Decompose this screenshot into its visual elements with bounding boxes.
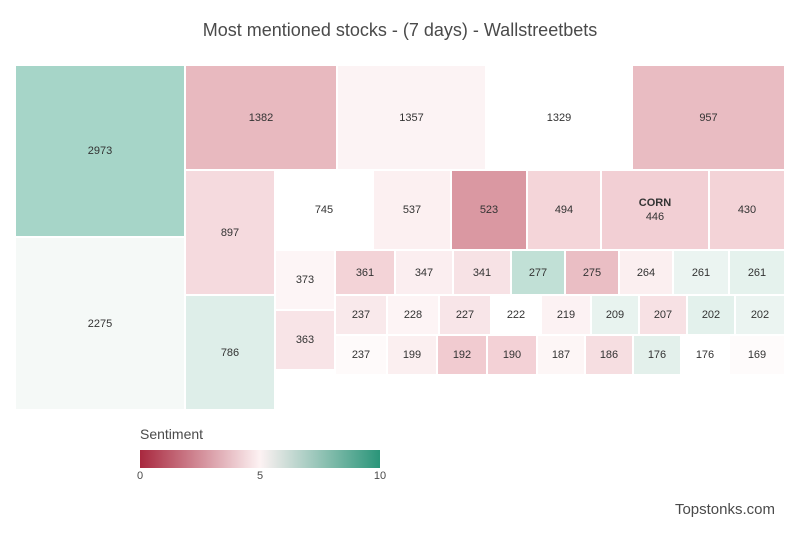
treemap-cell: 209 (591, 295, 639, 335)
cell-value: 261 (692, 267, 710, 279)
treemap-cell: 430 (709, 170, 785, 250)
treemap-cell: 192 (437, 335, 487, 375)
treemap-cell: 275 (565, 250, 619, 295)
treemap-cell: 745 (275, 170, 373, 250)
cell-value: 745 (315, 204, 333, 216)
treemap-cell: 237 (335, 295, 387, 335)
cell-label: CORN (639, 197, 671, 209)
cell-value: 209 (606, 309, 624, 321)
cell-value: 373 (296, 274, 314, 286)
cell-value: 199 (403, 349, 421, 361)
cell-value: 186 (600, 349, 618, 361)
treemap-cell: 897 (185, 170, 275, 295)
treemap-cell: 261 (729, 250, 785, 295)
cell-value: 1382 (249, 112, 273, 124)
treemap-cell: 190 (487, 335, 537, 375)
treemap-cell: 176 (681, 335, 729, 375)
cell-value: 494 (555, 204, 573, 216)
cell-value: 2275 (88, 318, 112, 330)
cell-value: 1329 (547, 112, 571, 124)
treemap-cell: CORN 446 (601, 170, 709, 250)
treemap-cell: 207 (639, 295, 687, 335)
chart-title: Most mentioned stocks - (7 days) - Walls… (0, 20, 800, 41)
legend-tick-0: 0 (137, 470, 143, 482)
treemap-cell: 227 (439, 295, 491, 335)
cell-value: 192 (453, 349, 471, 361)
treemap-cell: 187 (537, 335, 585, 375)
treemap-cell: 957 (632, 65, 785, 170)
treemap-cell: 237 (335, 335, 387, 375)
cell-value: 222 (507, 309, 525, 321)
cell-value: 430 (738, 204, 756, 216)
cell-value: 537 (403, 204, 421, 216)
attribution: Topstonks.com (675, 501, 775, 518)
treemap-cell: 494 (527, 170, 601, 250)
treemap-cell: 347 (395, 250, 453, 295)
cell-value: 363 (296, 334, 314, 346)
treemap-cell: 202 (687, 295, 735, 335)
cell-value: 277 (529, 267, 547, 279)
cell-value: 227 (456, 309, 474, 321)
treemap-cell: 261 (673, 250, 729, 295)
treemap-cell: 186 (585, 335, 633, 375)
treemap-cell: 361 (335, 250, 395, 295)
cell-value: 237 (352, 309, 370, 321)
treemap-cell: 373 (275, 250, 335, 310)
cell-value: 897 (221, 227, 239, 239)
treemap-cell: 219 (541, 295, 591, 335)
treemap-cell: 523 (451, 170, 527, 250)
legend-ticks: 0 5 10 (140, 468, 380, 488)
treemap-cell: 169 (729, 335, 785, 375)
cell-value: 261 (748, 267, 766, 279)
cell-value: 786 (221, 347, 239, 359)
cell-value: 347 (415, 267, 433, 279)
cell-value: 187 (552, 349, 570, 361)
legend-tick-1: 5 (257, 470, 263, 482)
treemap-cell: 202 (735, 295, 785, 335)
cell-value: 202 (751, 309, 769, 321)
treemap-cell: 264 (619, 250, 673, 295)
treemap-cell: 2973 (15, 65, 185, 237)
cell-value: 219 (557, 309, 575, 321)
treemap-cell: 537 (373, 170, 451, 250)
chart-container: Most mentioned stocks - (7 days) - Walls… (0, 0, 800, 533)
treemap-cell: 2275 (15, 237, 185, 410)
treemap: 2973 2275 1382 1357 1329 957 897 745 537 523 494 CO… (15, 65, 785, 410)
cell-value: 228 (404, 309, 422, 321)
cell-value: 207 (654, 309, 672, 321)
treemap-cell: 341 (453, 250, 511, 295)
cell-value: 2973 (88, 145, 112, 157)
cell-value: 957 (699, 112, 717, 124)
legend-title: Sentiment (140, 426, 380, 442)
treemap-cell: 277 (511, 250, 565, 295)
cell-value: 264 (637, 267, 655, 279)
legend-gradient-bar (140, 450, 380, 468)
cell-value: 176 (696, 349, 714, 361)
cell-value: 190 (503, 349, 521, 361)
cell-value: 176 (648, 349, 666, 361)
cell-value: 169 (748, 349, 766, 361)
cell-value: 237 (352, 349, 370, 361)
cell-value: 446 (646, 211, 664, 223)
cell-value: 523 (480, 204, 498, 216)
treemap-cell: 1357 (337, 65, 486, 170)
cell-value: 202 (702, 309, 720, 321)
treemap-cell: 1329 (486, 65, 632, 170)
treemap-cell: 199 (387, 335, 437, 375)
cell-value: 341 (473, 267, 491, 279)
treemap-cell: 228 (387, 295, 439, 335)
legend: Sentiment 0 5 10 (140, 426, 380, 488)
cell-value: 1357 (399, 112, 423, 124)
treemap-cell: 1382 (185, 65, 337, 170)
treemap-cell: 222 (491, 295, 541, 335)
treemap-cell: 786 (185, 295, 275, 410)
treemap-cell: 176 (633, 335, 681, 375)
cell-value: 275 (583, 267, 601, 279)
legend-tick-2: 10 (374, 470, 386, 482)
cell-value: 361 (356, 267, 374, 279)
treemap-cell: 363 (275, 310, 335, 370)
